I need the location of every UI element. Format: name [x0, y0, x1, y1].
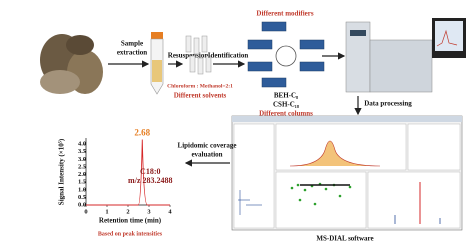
y-tick-label: 3.0 [78, 156, 86, 163]
y-tick-label: 1.5 [78, 179, 87, 186]
x-tick-label: 0 [84, 208, 87, 215]
step-label: Lipidomic coverage [178, 142, 237, 150]
chromatogram-caption: Based on peak intensities [98, 231, 163, 237]
peak-rt: 2.68 [134, 128, 150, 138]
column-caption: Different columns [259, 110, 313, 118]
software-label: MS-DIAL software [316, 235, 373, 243]
y-tick-label: 4.0 [78, 141, 86, 148]
software-screenshot [231, 115, 463, 231]
instrument-icon [345, 18, 466, 93]
modifier-boxes [247, 21, 325, 88]
x-axis-label: Retention time (min) [99, 217, 162, 225]
column-label: BEH-C₈ [274, 92, 298, 100]
y-axis-label: Signal Intensity (×10⁵) [58, 138, 66, 205]
solvent-ratio: Chloroform : Methanol=2:1 [167, 83, 233, 89]
column-loop [275, 45, 297, 67]
modifier-caption: Different modifiers [256, 10, 313, 18]
column-label: CSH-C₁₈ [273, 101, 299, 109]
tube-icon [150, 32, 164, 95]
solvent-caption: Different solvents [174, 92, 227, 100]
y-tick-label: 3.5 [78, 148, 87, 155]
x-tick-label: 2 [126, 208, 129, 215]
x-tick-label: 1 [105, 208, 108, 215]
y-tick-label: 2.0 [78, 171, 86, 178]
step-label: evaluation [191, 151, 222, 159]
y-tick-label: 0.5 [78, 194, 87, 201]
vials-icon [185, 35, 212, 75]
x-tick-label: 4 [168, 208, 172, 215]
y-tick-label: 2.5 [78, 163, 87, 170]
step-label: Data processing [364, 100, 412, 108]
peak [86, 139, 170, 206]
y-tick-label: 0.0 [78, 201, 86, 208]
step-label: Identification [208, 52, 249, 60]
step-label: extraction [117, 49, 147, 57]
step-label: Resuspension [168, 52, 209, 60]
step-label: Sample [121, 40, 143, 48]
y-tick-label: 1.0 [78, 186, 86, 193]
chromatogram: Signal Intensity (×10⁵) Retention time (… [58, 138, 163, 237]
peak-lipid: C18:0 [140, 167, 160, 176]
x-tick-label: 3 [147, 208, 151, 215]
oyster-image [40, 34, 103, 94]
peak-mz: m/z 283.2488 [128, 176, 172, 185]
